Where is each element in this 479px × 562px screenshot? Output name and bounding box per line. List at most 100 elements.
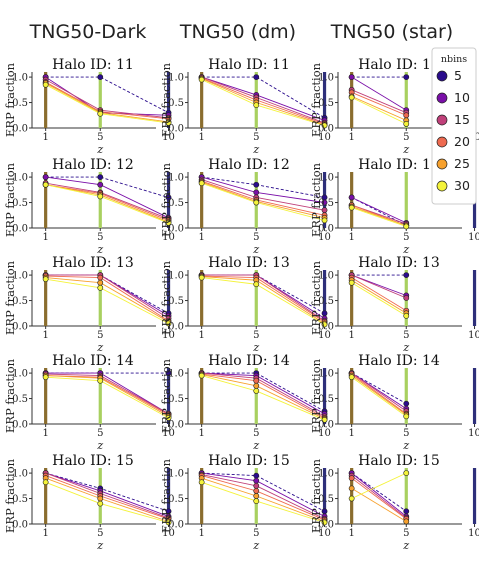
y-tick-label: 0.5 (318, 394, 334, 405)
data-point-nbins-15 (253, 482, 260, 489)
y-tick-label: 0.0 (12, 124, 28, 135)
x-tick-label: 10 (162, 232, 175, 243)
series-line-nbins-25 (351, 279, 407, 314)
series-line-nbins-30 (351, 282, 407, 317)
data-point-nbins-30 (97, 110, 104, 117)
x-axis-label: z (402, 143, 409, 156)
y-tick-label: 0.5 (168, 198, 184, 209)
data-point-nbins-5 (403, 272, 410, 278)
data-point-nbins-30 (253, 199, 260, 206)
series-line-nbins-25 (45, 184, 169, 223)
data-point-nbins-30 (403, 121, 410, 127)
x-tick-label: 10 (162, 330, 175, 341)
data-point-nbins-30 (253, 388, 260, 394)
x-axis-label: z (96, 539, 103, 552)
series-line-nbins-10 (351, 76, 407, 111)
x-tick-label: 1 (42, 232, 48, 243)
data-point-nbins-25 (253, 382, 260, 389)
x-tick-label: 5 (403, 330, 409, 341)
y-axis-label: ERP fraction (3, 358, 17, 433)
y-tick-label: 0.0 (12, 520, 28, 531)
x-tick-label: 5 (253, 232, 259, 243)
series-line-nbins-20 (201, 475, 325, 521)
data-point-nbins-25 (97, 495, 104, 502)
y-tick-label: 0.5 (12, 296, 28, 307)
series-line-nbins-5 (201, 472, 325, 512)
series-line-nbins-20 (351, 277, 407, 312)
x-axis-label: z (96, 341, 103, 354)
x-tick-label: 10 (318, 528, 331, 539)
x-tick-label: 5 (403, 428, 409, 439)
y-tick-label: 0.0 (318, 420, 334, 431)
x-tick-label: 5 (97, 330, 103, 341)
data-point-nbins-30 (348, 374, 355, 381)
legend-marker-20 (436, 136, 448, 148)
legend-label-15: 15 (454, 112, 470, 127)
x-tick-label: 10 (468, 528, 479, 539)
x-tick-label: 5 (97, 428, 103, 439)
data-point-nbins-10 (253, 477, 260, 484)
y-axis-label: ERP fraction (309, 62, 323, 137)
y-tick-label: 0.0 (12, 420, 28, 431)
series-line-nbins-25 (351, 95, 407, 121)
x-tick-label: 10 (318, 132, 331, 143)
y-tick-label: 0.5 (318, 98, 334, 109)
series-line-nbins-30 (351, 472, 407, 499)
panel-title: Halo ID: 13 (52, 255, 134, 271)
y-axis-label: ERP fraction (3, 162, 17, 237)
series-line-nbins-25 (201, 276, 325, 324)
series-line-nbins-30 (45, 184, 169, 224)
series-line-nbins-30 (45, 278, 169, 324)
series-line-nbins-30 (45, 376, 169, 419)
data-point-nbins-30 (348, 279, 355, 286)
x-axis-label: z (252, 439, 259, 452)
panel-title: Halo ID: 13 (208, 255, 290, 271)
x-tick-label: 10 (468, 330, 479, 341)
series-line-nbins-10 (351, 197, 407, 224)
column-title-2: TNG50 (star) (330, 21, 453, 43)
legend-label-10: 10 (454, 90, 470, 105)
data-point-nbins-10 (348, 74, 355, 80)
data-point-nbins-30 (321, 217, 328, 224)
x-axis-label: z (402, 539, 409, 552)
y-tick-label: 0.0 (12, 322, 28, 333)
x-axis-label: z (96, 243, 103, 256)
series-line-nbins-30 (351, 97, 407, 125)
x-tick-label: 5 (403, 232, 409, 243)
y-tick-label: 0.0 (168, 224, 184, 235)
series-line-nbins-5 (351, 372, 407, 404)
series-line-nbins-25 (45, 375, 169, 417)
x-tick-label: 10 (162, 132, 175, 143)
y-tick-label: 0.5 (12, 98, 28, 109)
y-axis-label: ERP fraction (159, 260, 173, 335)
data-point-nbins-25 (253, 493, 260, 499)
legend-label-25: 25 (454, 156, 470, 171)
data-point-nbins-10 (321, 199, 328, 206)
y-tick-label: 0.0 (318, 124, 334, 135)
data-point-nbins-30 (165, 120, 172, 126)
x-tick-label: 1 (42, 132, 48, 143)
y-tick-label: 0.5 (318, 198, 334, 209)
series-line-nbins-10 (351, 472, 407, 517)
panel-title: Halo ID: 13 (358, 255, 440, 271)
x-tick-label: 5 (97, 528, 103, 539)
x-tick-label: 1 (348, 330, 354, 341)
y-tick-label: 0.5 (318, 296, 334, 307)
data-point-nbins-30 (321, 417, 328, 423)
y-tick-label: 1.0 (318, 173, 334, 184)
panel-title: Halo ID: 12 (358, 157, 440, 173)
panel-title: Halo ID: 12 (208, 157, 290, 173)
y-tick-label: 0.0 (168, 520, 184, 531)
y-tick-label: 0.5 (12, 198, 28, 209)
data-point-nbins-5 (165, 194, 172, 201)
y-tick-label: 0.5 (168, 296, 184, 307)
y-tick-label: 0.0 (318, 322, 334, 333)
x-tick-label: 5 (253, 132, 259, 143)
x-tick-label: 1 (198, 428, 204, 439)
series-line-nbins-30 (45, 481, 169, 523)
y-tick-label: 0.5 (12, 494, 28, 505)
